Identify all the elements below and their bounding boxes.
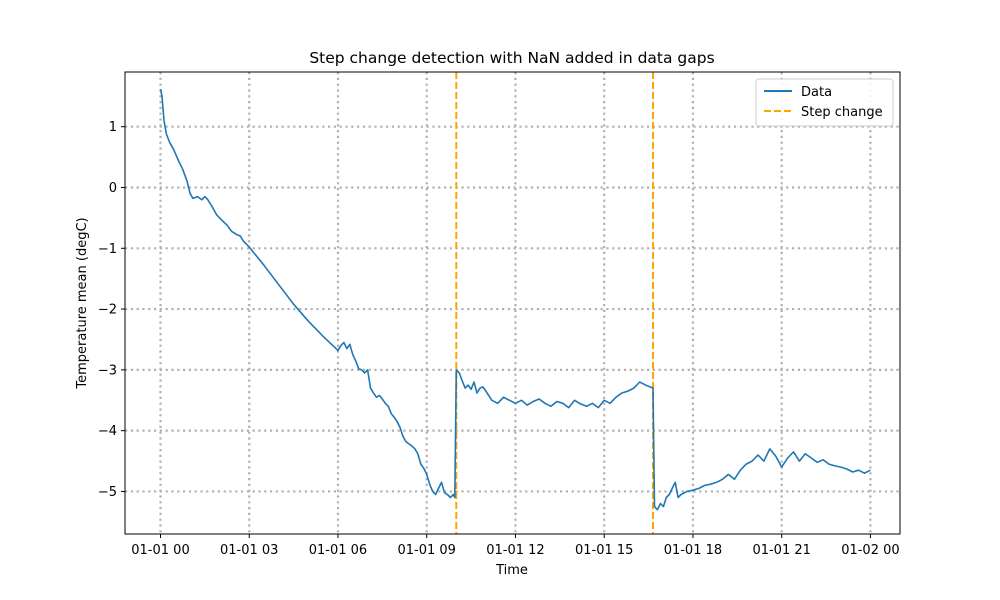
- y-tick-label: 0: [109, 181, 117, 196]
- data-series-line: [159, 88, 871, 511]
- legend-step-change-label: Step change: [801, 105, 883, 120]
- y-axis-ticks: 1 0 −1 −2 −3 −4 −5: [98, 120, 125, 500]
- y-tick-label: 1: [109, 120, 117, 135]
- grid-lines: [125, 72, 900, 534]
- x-tick-label: 01-01 18: [664, 543, 722, 558]
- legend: Data Step change: [755, 78, 894, 127]
- y-tick-label: −4: [98, 424, 117, 439]
- plot-area-frame: [124, 71, 901, 535]
- x-tick-label: 01-01 12: [486, 543, 544, 558]
- step-change-lines: [455, 72, 655, 534]
- x-tick-label: 01-01 09: [397, 543, 455, 558]
- y-axis-label: Temperature mean (degC): [75, 217, 90, 389]
- legend-data-label: Data: [801, 85, 832, 100]
- x-tick-label: 01-01 06: [309, 543, 367, 558]
- x-tick-label: 01-01 21: [752, 543, 810, 558]
- x-tick-label: 01-02 00: [841, 543, 899, 558]
- x-axis-ticks: 01-01 00 01-01 03 01-01 06 01-01 09 01-01 12…: [131, 534, 900, 558]
- series-group: [159, 88, 871, 511]
- chart-title: Step change detection with NaN added in …: [309, 49, 714, 67]
- x-tick-label: 01-01 00: [131, 543, 189, 558]
- y-tick-label: −1: [98, 242, 117, 257]
- y-tick-label: −2: [98, 303, 117, 318]
- x-axis-label: Time: [495, 563, 528, 578]
- x-tick-label: 01-01 15: [575, 543, 633, 558]
- x-tick-label: 01-01 03: [220, 543, 278, 558]
- y-tick-label: −3: [98, 363, 117, 378]
- y-tick-label: −5: [98, 485, 117, 500]
